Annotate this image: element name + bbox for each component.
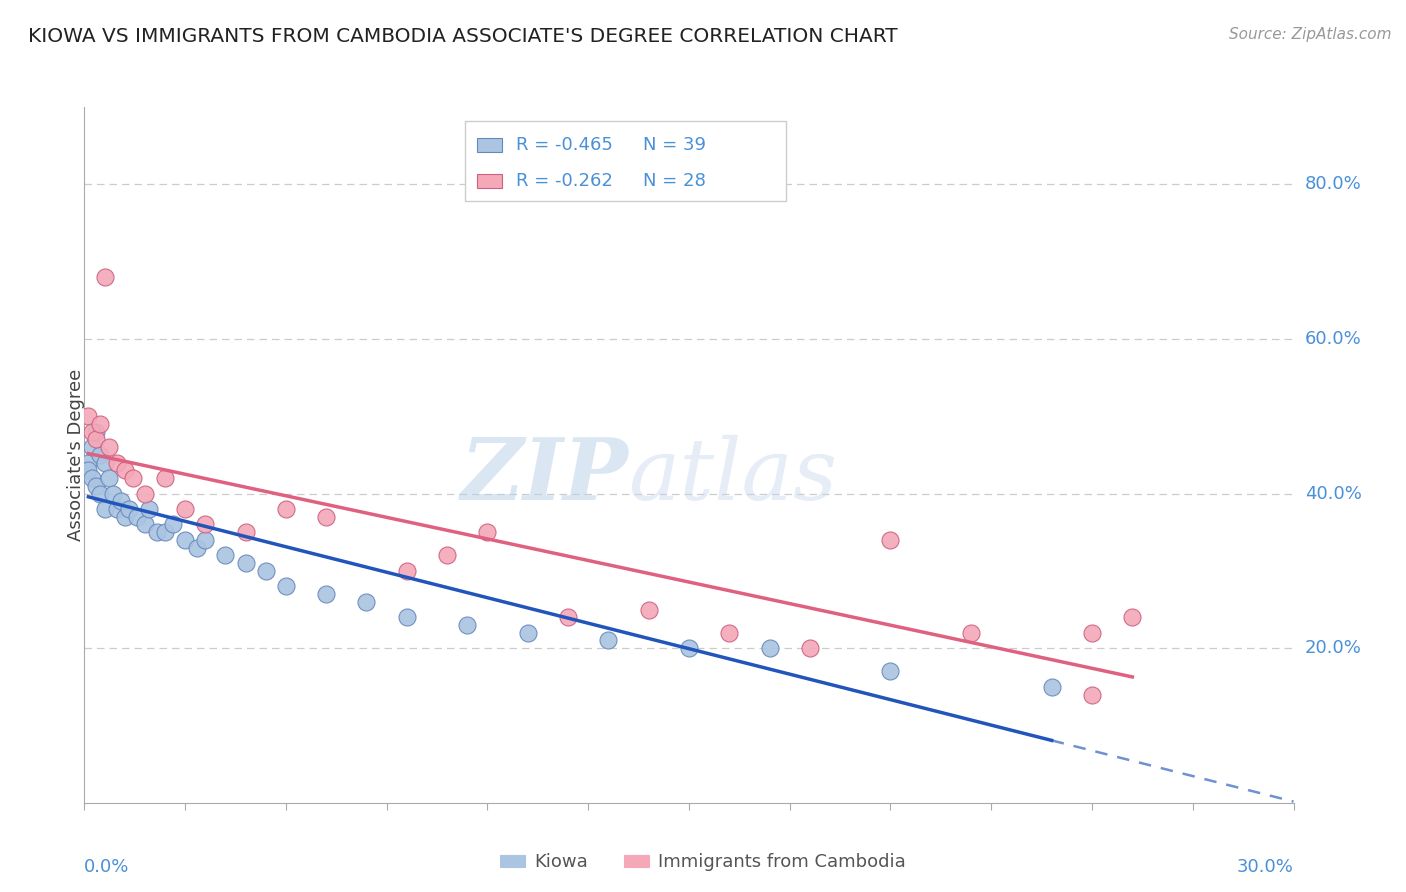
Text: KIOWA VS IMMIGRANTS FROM CAMBODIA ASSOCIATE'S DEGREE CORRELATION CHART: KIOWA VS IMMIGRANTS FROM CAMBODIA ASSOCI… bbox=[28, 27, 898, 45]
Point bbox=[598, 633, 620, 648]
Point bbox=[174, 502, 197, 516]
Point bbox=[274, 579, 297, 593]
Point bbox=[315, 509, 337, 524]
Text: atlas: atlas bbox=[628, 434, 838, 517]
Point bbox=[235, 556, 257, 570]
Point bbox=[214, 549, 236, 563]
FancyBboxPatch shape bbox=[478, 174, 502, 188]
Point bbox=[77, 409, 100, 424]
Point bbox=[678, 641, 700, 656]
Point bbox=[395, 610, 418, 624]
Text: N = 28: N = 28 bbox=[643, 172, 706, 190]
Point bbox=[960, 625, 983, 640]
Point bbox=[118, 502, 141, 516]
Point bbox=[1121, 610, 1143, 624]
Point bbox=[82, 471, 104, 485]
Point bbox=[456, 618, 478, 632]
Point bbox=[105, 502, 128, 516]
Point bbox=[77, 463, 100, 477]
Text: 20.0%: 20.0% bbox=[1305, 640, 1361, 657]
Point bbox=[97, 440, 120, 454]
Point bbox=[637, 602, 659, 616]
Legend: Kiowa, Immigrants from Cambodia: Kiowa, Immigrants from Cambodia bbox=[492, 847, 914, 879]
Point bbox=[162, 517, 184, 532]
Point bbox=[315, 587, 337, 601]
Point bbox=[235, 525, 257, 540]
Text: R = -0.262: R = -0.262 bbox=[516, 172, 613, 190]
Point bbox=[77, 456, 100, 470]
Point bbox=[356, 595, 378, 609]
Point bbox=[134, 517, 156, 532]
Point bbox=[194, 517, 217, 532]
Point bbox=[274, 502, 297, 516]
Text: ZIP: ZIP bbox=[461, 434, 628, 517]
Point bbox=[799, 641, 821, 656]
Point bbox=[153, 471, 176, 485]
Text: 0.0%: 0.0% bbox=[84, 858, 129, 877]
Point bbox=[1081, 688, 1104, 702]
Point bbox=[93, 456, 115, 470]
Point bbox=[174, 533, 197, 547]
Y-axis label: Associate's Degree: Associate's Degree bbox=[67, 368, 84, 541]
Text: Source: ZipAtlas.com: Source: ZipAtlas.com bbox=[1229, 27, 1392, 42]
Text: R = -0.465: R = -0.465 bbox=[516, 136, 613, 154]
Point bbox=[879, 533, 901, 547]
Point bbox=[89, 448, 111, 462]
Point bbox=[395, 564, 418, 578]
Point bbox=[89, 417, 111, 431]
Text: 60.0%: 60.0% bbox=[1305, 330, 1361, 348]
Point bbox=[86, 433, 108, 447]
Point bbox=[86, 425, 108, 439]
Point bbox=[114, 463, 136, 477]
Point bbox=[110, 494, 132, 508]
Text: 40.0%: 40.0% bbox=[1305, 484, 1361, 502]
Point bbox=[138, 502, 160, 516]
Point bbox=[718, 625, 741, 640]
FancyBboxPatch shape bbox=[465, 121, 786, 201]
Point bbox=[1081, 625, 1104, 640]
Point bbox=[477, 525, 499, 540]
Point bbox=[557, 610, 579, 624]
Point bbox=[125, 509, 148, 524]
Point bbox=[146, 525, 169, 540]
Point bbox=[101, 486, 124, 500]
Point bbox=[254, 564, 277, 578]
Point bbox=[1040, 680, 1063, 694]
Point bbox=[134, 486, 156, 500]
Point bbox=[153, 525, 176, 540]
Point bbox=[879, 665, 901, 679]
Point bbox=[89, 486, 111, 500]
Text: 30.0%: 30.0% bbox=[1237, 858, 1294, 877]
FancyBboxPatch shape bbox=[478, 138, 502, 152]
Text: 80.0%: 80.0% bbox=[1305, 176, 1361, 194]
Point bbox=[758, 641, 780, 656]
Point bbox=[86, 479, 108, 493]
Point bbox=[93, 502, 115, 516]
Text: N = 39: N = 39 bbox=[643, 136, 706, 154]
Point bbox=[186, 541, 208, 555]
Point bbox=[82, 440, 104, 454]
Point bbox=[121, 471, 143, 485]
Point bbox=[97, 471, 120, 485]
Point bbox=[194, 533, 217, 547]
Point bbox=[114, 509, 136, 524]
Point bbox=[436, 549, 458, 563]
Point bbox=[93, 270, 115, 285]
Point bbox=[516, 625, 538, 640]
Point bbox=[105, 456, 128, 470]
Point bbox=[82, 425, 104, 439]
